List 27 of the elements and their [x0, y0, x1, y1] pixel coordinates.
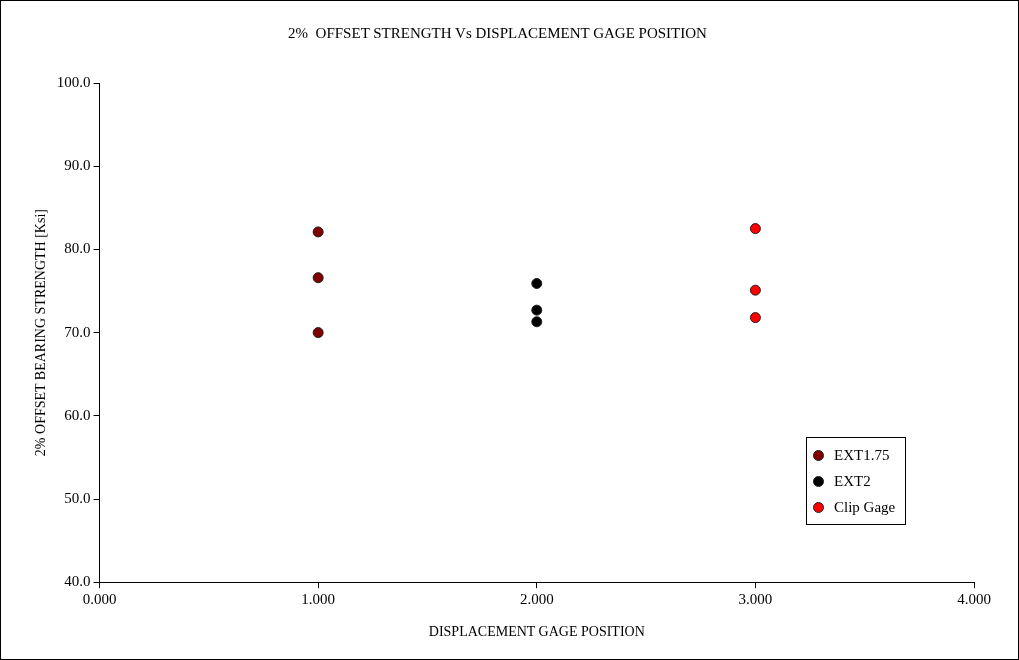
y-tick-label: 80.0: [64, 240, 91, 257]
y-tick-label: 90.0: [64, 157, 91, 174]
y-tick-label: 100.0: [56, 73, 91, 90]
y-tick-label: 70.0: [64, 323, 91, 340]
y-axis-title: 2% OFFSET BEARING STRENGTH [Ksi]: [33, 209, 49, 457]
legend-label: EXT2: [833, 471, 872, 491]
y-tick-label: 60.0: [64, 406, 91, 423]
point: [749, 312, 761, 324]
x-axis-title: DISPLACEMENT GAGE POSITION: [428, 624, 645, 640]
legend-label: EXT1.75: [833, 445, 891, 465]
point: [749, 284, 761, 296]
x-tick-label: 2.000: [519, 591, 554, 608]
chart-title: 2% OFFSET STRENGTH Vs DISPLACEMENT GAGE POSITION: [288, 24, 708, 41]
point: [531, 304, 543, 316]
point: [531, 316, 543, 328]
x-tick-label: 4.000: [957, 591, 991, 608]
legend-label: Clip Gage: [833, 497, 896, 517]
point: [312, 272, 324, 284]
point: [531, 278, 543, 290]
x-tick-label: 3.000: [738, 591, 773, 608]
y-tick-label: 50.0: [64, 489, 91, 506]
point: [312, 327, 324, 339]
point: [312, 226, 324, 238]
x-tick-label: 0.000: [82, 591, 117, 608]
y-tick-label: 40.0: [64, 573, 91, 590]
x-tick-label: 1.000: [301, 591, 336, 608]
point: [749, 223, 761, 235]
